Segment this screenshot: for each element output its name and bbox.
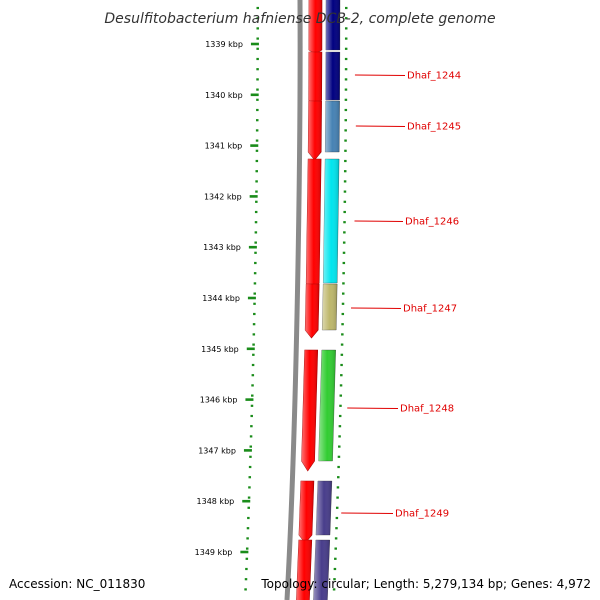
gene-feature[interactable]: Dhaf_1246 — [305, 158, 459, 294]
kbp-label: 1344 kbp — [202, 294, 240, 303]
kbp-label: 1345 kbp — [201, 345, 239, 354]
cds-arrow-shade — [301, 350, 318, 471]
kbp-label: 1347 kbp — [198, 446, 236, 455]
cds-arrow-shade — [308, 52, 322, 108]
gene-label[interactable]: Dhaf_1247 — [403, 304, 457, 315]
cog-block-shade — [325, 0, 340, 50]
gene-feature[interactable]: Dhaf_1244 — [308, 51, 461, 109]
kbp-label: 1346 kbp — [200, 396, 238, 405]
label-leader — [354, 74, 406, 76]
cog-block-shade — [318, 350, 336, 461]
gene-feature[interactable] — [308, 0, 341, 55]
kbp-label: 1343 kbp — [203, 243, 241, 252]
gene-feature[interactable]: Dhaf_1249 — [298, 480, 449, 544]
gene-feature[interactable]: Dhaf_1248 — [301, 349, 455, 472]
kbp-label: 1340 kbp — [205, 91, 243, 100]
gene-label[interactable]: Dhaf_1245 — [407, 122, 461, 133]
label-leader — [347, 407, 399, 409]
label-leader — [354, 220, 404, 222]
genes-layer: Dhaf_1244 Dhaf_1245 Dhaf_1246 Dhaf_1247 Dhaf… — [296, 0, 461, 600]
kbp-label: 1339 kbp — [205, 40, 243, 49]
kbp-label: 1342 kbp — [204, 192, 242, 201]
kbp-label: 1341 kbp — [205, 142, 243, 151]
kbp-axis: 1339 kbp 1340 kbp 1341 kbp 1342 kbp 1343 kbp… — [195, 40, 259, 557]
cog-block-shade — [315, 481, 332, 535]
cds-arrow-shade — [306, 159, 322, 293]
kbp-label: 1348 kbp — [197, 497, 235, 506]
gene-feature[interactable] — [296, 539, 330, 600]
ticks-layer — [244, 6, 348, 591]
label-leader — [350, 307, 402, 309]
cds-arrow-shade — [308, 101, 322, 160]
accession-text: Accession: NC_011830 — [9, 577, 145, 591]
gene-label[interactable]: Dhaf_1249 — [395, 509, 449, 520]
genome-backbone — [284, 0, 303, 600]
summary-text: Topology: circular; Length: 5,279,134 bp… — [260, 577, 591, 591]
gene-label[interactable]: Dhaf_1244 — [407, 71, 461, 82]
cog-block-shade — [325, 101, 340, 152]
gene-feature[interactable]: Dhaf_1247 — [304, 283, 457, 339]
cog-block-shade — [323, 159, 340, 283]
kbp-label: 1349 kbp — [195, 548, 233, 557]
label-leader — [355, 125, 406, 127]
cds-arrow-shade — [308, 0, 322, 54]
label-leader — [341, 512, 394, 514]
cog-block-shade — [325, 52, 340, 100]
gene-label[interactable]: Dhaf_1248 — [400, 404, 454, 415]
cds-arrow-shade — [305, 284, 320, 338]
cog-block-shade — [313, 540, 330, 600]
cds-arrow-shade — [296, 540, 312, 600]
gene-label[interactable]: Dhaf_1246 — [405, 217, 459, 228]
cog-block-shade — [322, 284, 338, 330]
cds-arrow-shade — [298, 481, 314, 543]
gene-feature[interactable]: Dhaf_1245 — [307, 100, 461, 161]
map-title: Desulfitobacterium hafniense DCB-2, comp… — [104, 11, 495, 27]
